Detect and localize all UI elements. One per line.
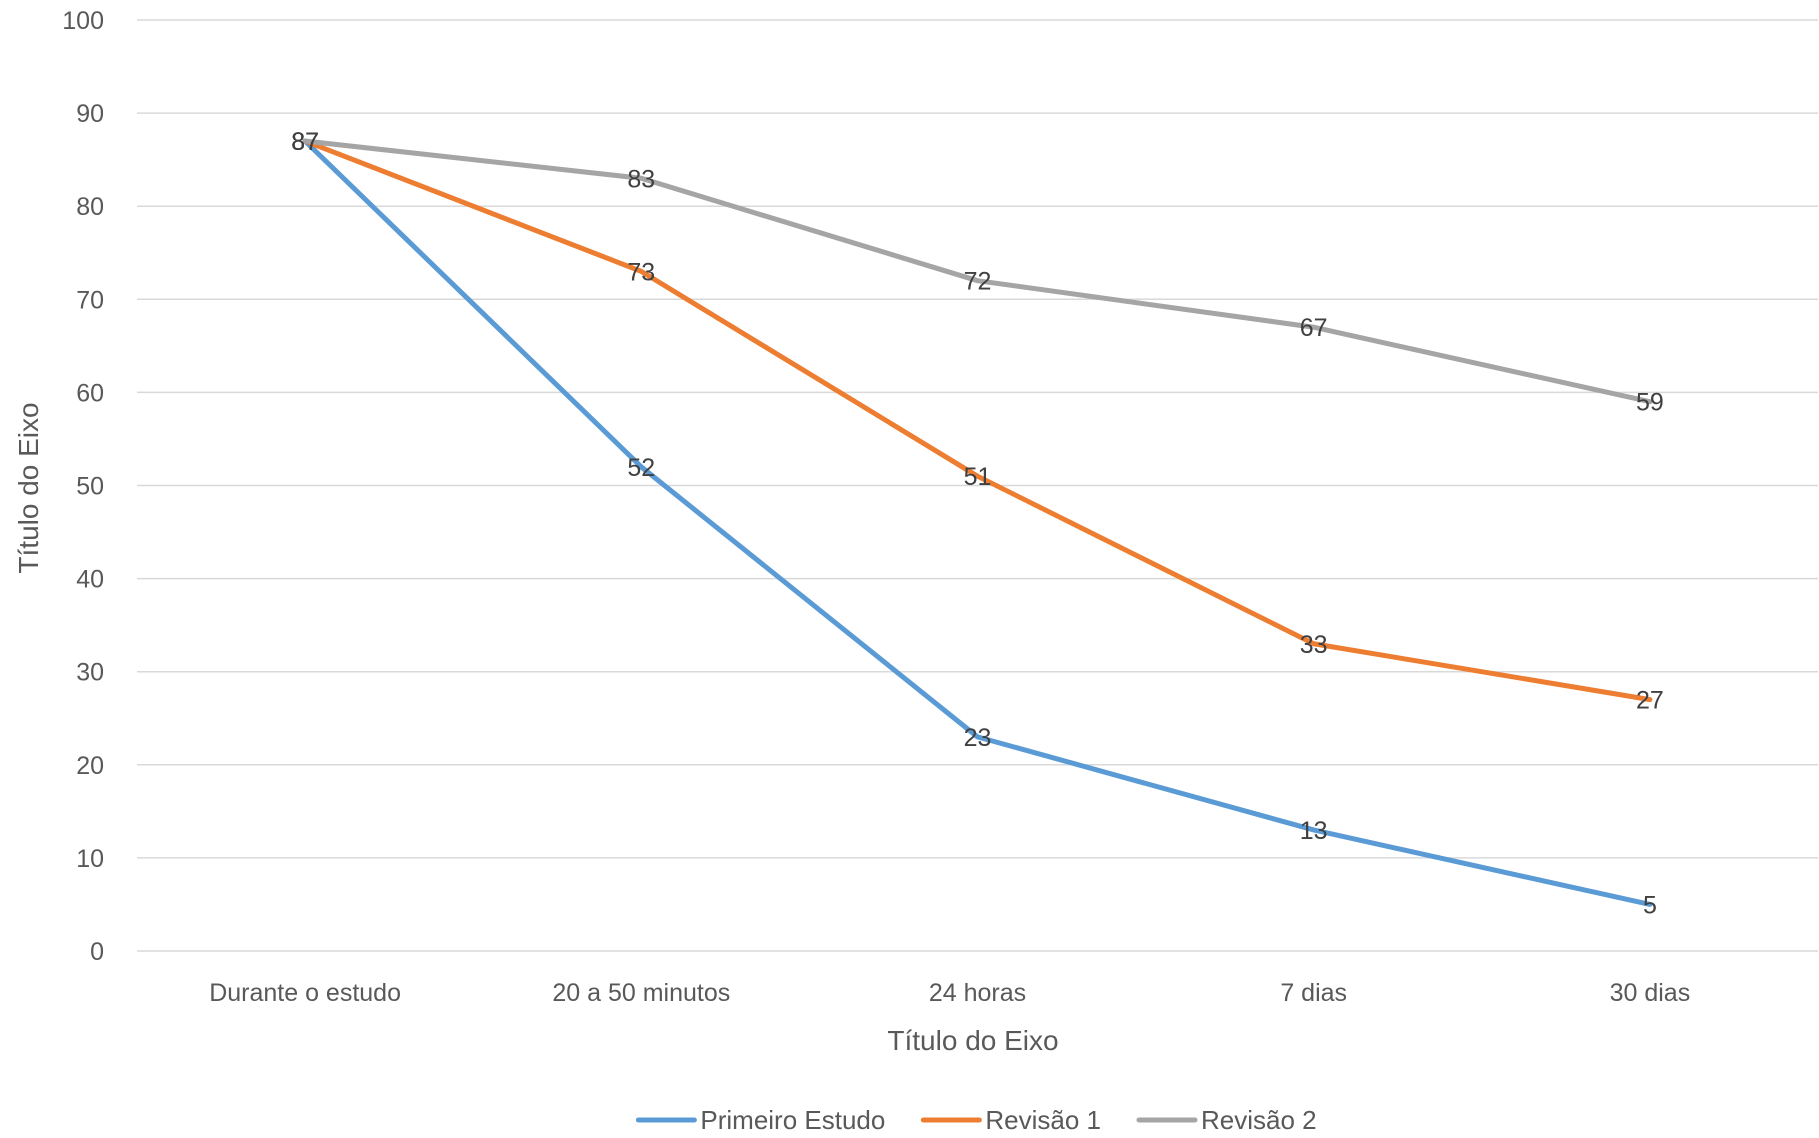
legend-label: Revisão 2	[1201, 1105, 1317, 1135]
legend-label: Primeiro Estudo	[700, 1105, 885, 1135]
x-tick-label: 20 a 50 minutos	[552, 979, 730, 1007]
x-tick-label: 30 dias	[1610, 979, 1691, 1007]
data-label: 52	[627, 454, 655, 482]
y-tick-label: 50	[76, 473, 104, 501]
y-tick-label: 100	[62, 7, 104, 35]
data-label: 33	[1300, 631, 1328, 659]
x-tick-label: Durante o estudo	[209, 979, 401, 1007]
y-tick-label: 40	[76, 566, 104, 594]
legend: Primeiro Estudo Revisão 1 Revisão 2	[635, 1105, 1317, 1135]
data-label: 87	[291, 128, 319, 156]
data-label: 67	[1300, 314, 1328, 342]
y-tick-label: 0	[90, 938, 104, 966]
series-line	[302, 138, 1653, 405]
x-tick-label: 7 dias	[1280, 979, 1347, 1007]
y-tick-label: 30	[76, 659, 104, 687]
series-line	[302, 138, 1653, 907]
y-tick-label: 60	[76, 379, 104, 407]
y-axis-title: Título do Eixo	[13, 402, 44, 573]
data-label: 87	[291, 128, 319, 156]
data-label: 51	[964, 463, 992, 491]
y-tick-label: 80	[76, 193, 104, 221]
data-label: 23	[964, 724, 992, 752]
y-tick-label: 70	[76, 286, 104, 314]
data-label: 59	[1636, 389, 1664, 417]
data-label: 83	[627, 165, 655, 193]
y-tick-label: 90	[76, 100, 104, 128]
data-label: 87	[291, 128, 319, 156]
gridlines	[137, 19, 1818, 952]
data-label: 5	[1643, 891, 1657, 919]
legend-label: Revisão 1	[985, 1105, 1101, 1135]
y-axis-ticks: 0 10 20 30 40 50 60 70 80 90 100	[62, 7, 104, 966]
data-label: 73	[627, 258, 655, 286]
data-label: 27	[1636, 687, 1664, 715]
y-tick-label: 10	[76, 845, 104, 873]
data-label: 13	[1300, 817, 1328, 845]
x-axis-ticks: Durante o estudo 20 a 50 minutos 24 horas 7…	[209, 979, 1690, 1007]
x-axis-title: Título do Eixo	[887, 1025, 1058, 1056]
series-lines	[302, 138, 1653, 907]
series-line	[302, 138, 1653, 703]
data-label: 72	[964, 268, 992, 296]
x-tick-label: 24 horas	[929, 979, 1026, 1007]
y-tick-label: 20	[76, 752, 104, 780]
